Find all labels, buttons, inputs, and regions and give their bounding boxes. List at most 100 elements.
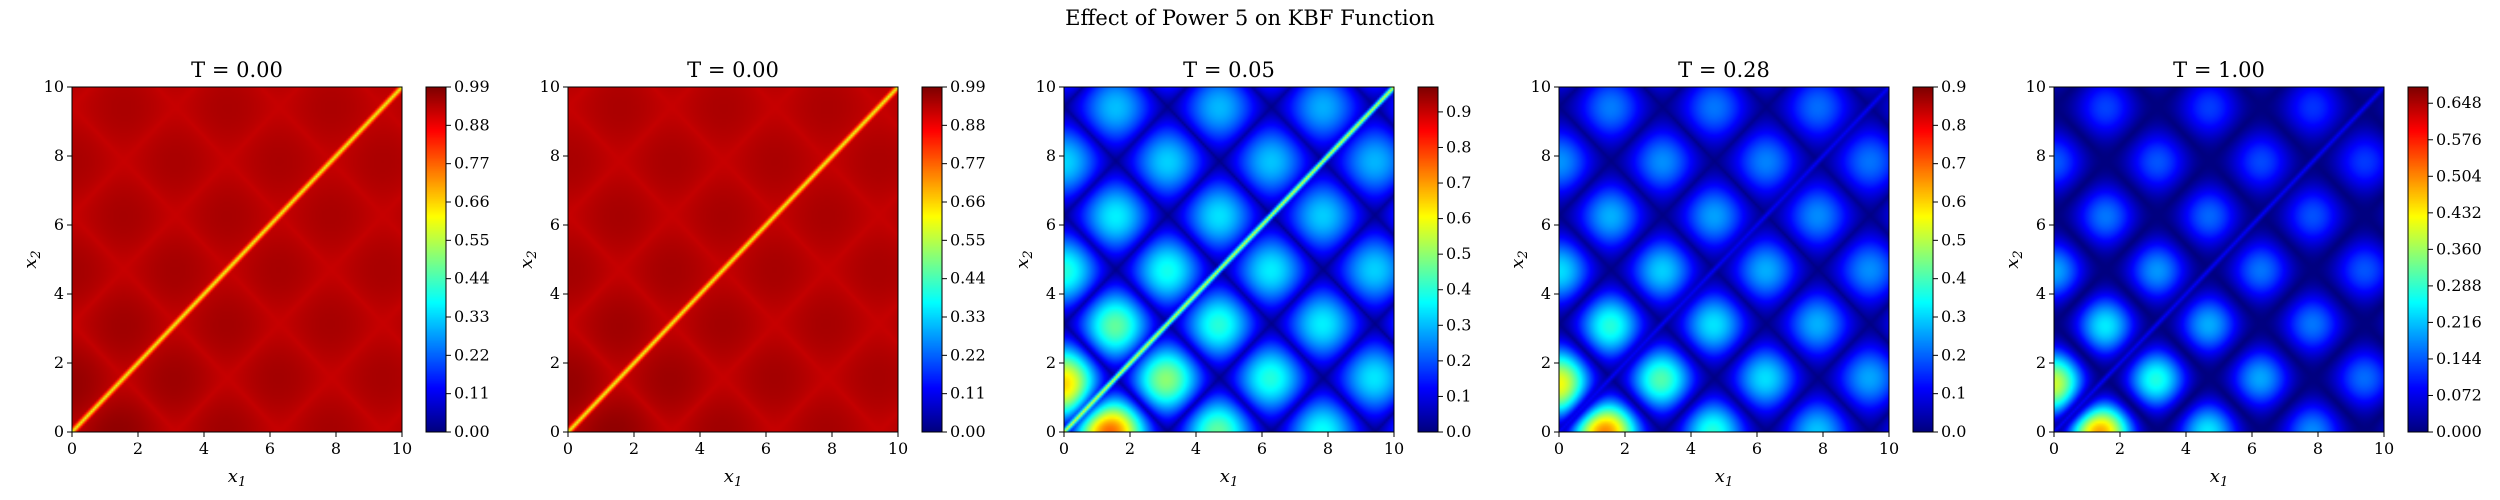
x-tick-label: 8: [1818, 439, 1828, 458]
x-tick-label: 2: [2115, 439, 2125, 458]
y-tick-label: 4: [1541, 284, 1551, 303]
y-axis-label: x2: [2002, 250, 2026, 268]
y-tick-label: 10: [44, 77, 64, 96]
subplot-title: T = 0.28: [1678, 58, 1770, 82]
x-tick-label: 10: [392, 439, 412, 458]
y-tick-label: 0: [550, 422, 560, 441]
plot-frame: [71, 86, 403, 433]
y-tick-label: 6: [1541, 215, 1551, 234]
y-tick-label: 2: [550, 353, 560, 372]
colorbar-tick-label: 0.360: [2436, 239, 2482, 258]
colorbar-tick-label: 0.7: [1446, 173, 1471, 192]
y-axis-label: x2: [1012, 250, 1036, 268]
y-tick-label: 0: [1541, 422, 1551, 441]
colorbar-tick-label: 0.8: [1446, 137, 1471, 156]
colorbar-tick-label: 0.66: [454, 192, 490, 211]
plot-frame: [2053, 86, 2385, 433]
colorbar-tick-label: 0.4: [1446, 280, 1471, 299]
colorbar-tick-label: 0.216: [2436, 312, 2482, 331]
heatmap-image: [2054, 87, 2384, 432]
colorbar-tick-label: 0.55: [454, 230, 490, 249]
colorbar-tick-label: 0.66: [950, 192, 986, 211]
subplot-1: T = 0.00 0 2 4 6 8 10 0 2 4 6 8 10 x1 x2 0.00 0.11 0.22 0.…: [20, 58, 490, 490]
colorbar-tick-label: 0.22: [950, 345, 986, 364]
colorbar-tick-label: 0.9: [1941, 77, 1966, 96]
y-tick-label: 4: [2036, 284, 2046, 303]
x-tick-label: 0: [1059, 439, 1069, 458]
x-axis-label: x1: [1220, 466, 1238, 490]
x-tick-label: 4: [2181, 439, 2191, 458]
colorbar-tick-label: 0.33: [950, 307, 986, 326]
y-tick-label: 10: [540, 77, 560, 96]
plot-frame: [567, 86, 899, 433]
x-tick-label: 0: [1554, 439, 1564, 458]
colorbar-tick-label: 0.5: [1446, 244, 1471, 263]
colorbar: [2408, 87, 2428, 432]
y-tick-label: 8: [1541, 146, 1551, 165]
colorbar-tick-label: 0.99: [454, 77, 490, 96]
y-tick-label: 0: [1046, 422, 1056, 441]
colorbar-tick-label: 0.5: [1941, 230, 1966, 249]
colorbar-tick-label: 0.144: [2436, 349, 2482, 368]
colorbar-tick-label: 0.44: [454, 269, 490, 288]
colorbar-frame: [1417, 86, 1439, 433]
x-tick-label: 8: [331, 439, 341, 458]
y-tick-label: 10: [1531, 77, 1551, 96]
subplot-title: T = 0.00: [191, 58, 283, 82]
colorbar-tick-label: 0.6: [1446, 209, 1471, 228]
colorbar: [1418, 87, 1438, 432]
colorbar-tick-label: 0.33: [454, 307, 490, 326]
subplot-2: T = 0.00 0 2 4 6 8 10 0 2 4 6 8 10 x1 x2 0.00 0.11 0.22 0.…: [516, 58, 986, 490]
colorbar-tick-label: 0.504: [2436, 166, 2482, 185]
x-tick-label: 6: [1257, 439, 1267, 458]
colorbar-tick-label: 0.44: [950, 269, 986, 288]
colorbar-tick-label: 0.2: [1941, 345, 1966, 364]
x-tick-label: 6: [2247, 439, 2257, 458]
y-tick-label: 6: [1046, 215, 1056, 234]
colorbar-tick-label: 0.072: [2436, 385, 2482, 404]
y-tick-label: 10: [2026, 77, 2046, 96]
x-tick-label: 4: [695, 439, 705, 458]
subplot-title: T = 0.00: [687, 58, 779, 82]
y-tick-label: 2: [2036, 353, 2046, 372]
figure-title: Effect of Power 5 on KBF Function: [1065, 6, 1435, 30]
plot-frame: [1558, 86, 1890, 433]
y-tick-label: 8: [550, 146, 560, 165]
x-tick-label: 0: [2049, 439, 2059, 458]
x-tick-label: 2: [133, 439, 143, 458]
colorbar-frame: [425, 86, 447, 433]
y-tick-label: 8: [1046, 146, 1056, 165]
colorbar-tick-label: 0.0: [1446, 422, 1471, 441]
colorbar: [426, 87, 446, 432]
colorbar-tick-label: 0.1: [1941, 384, 1966, 403]
colorbar-tick-label: 0.3: [1941, 307, 1966, 326]
x-axis-label: x1: [228, 466, 246, 490]
colorbar-tick-label: 0.11: [454, 384, 490, 403]
y-tick-label: 6: [2036, 215, 2046, 234]
heatmap-image: [1559, 87, 1889, 432]
x-tick-label: 0: [67, 439, 77, 458]
x-tick-label: 8: [2313, 439, 2323, 458]
colorbar-tick-label: 0.99: [950, 77, 986, 96]
x-tick-label: 6: [761, 439, 771, 458]
colorbar-tick-label: 0.4: [1941, 269, 1966, 288]
x-axis-label: x1: [1715, 466, 1733, 490]
colorbar-tick-label: 0.9: [1446, 102, 1471, 121]
colorbar-tick-label: 0.77: [454, 154, 490, 173]
x-tick-label: 4: [1191, 439, 1201, 458]
y-tick-label: 2: [1541, 353, 1551, 372]
colorbar-tick-label: 0.00: [950, 422, 986, 441]
colorbar-tick-label: 0.11: [950, 384, 986, 403]
x-tick-label: 10: [1879, 439, 1899, 458]
plot-frame: [1063, 86, 1395, 433]
colorbar-tick-label: 0.00: [454, 422, 490, 441]
colorbar-frame: [1912, 86, 1934, 433]
colorbar-tick-label: 0.576: [2436, 130, 2482, 149]
y-tick-label: 0: [2036, 422, 2046, 441]
colorbar-tick-label: 0.1: [1446, 386, 1471, 405]
x-tick-label: 2: [1620, 439, 1630, 458]
y-tick-label: 6: [550, 215, 560, 234]
subplot-title: T = 1.00: [2173, 58, 2265, 82]
colorbar-tick-label: 0.6: [1941, 192, 1966, 211]
colorbar-tick-label: 0.0: [1941, 422, 1966, 441]
